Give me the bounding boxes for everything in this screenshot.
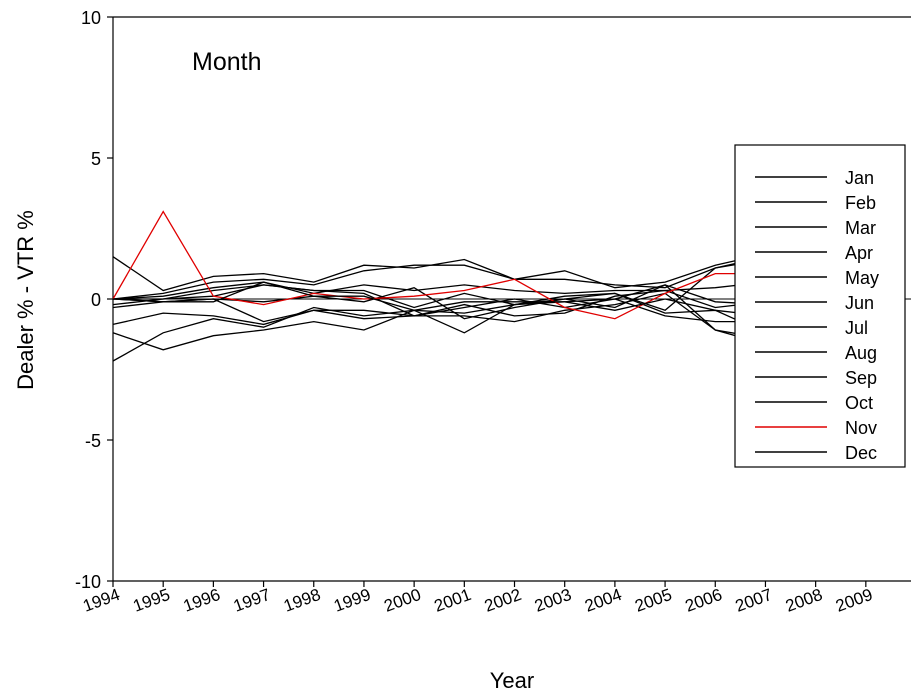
legend-label: Jul <box>845 318 868 338</box>
x-axis: 1994 1995 1996 1997 1998 1999 2000 2001 2002 2003… <box>80 581 875 616</box>
series-line-dec <box>112 281 766 317</box>
legend: Jan Feb Mar Apr May Jun Jul Aug Sep Oct Nov Dec <box>734 144 906 468</box>
series-line-nov <box>112 210 766 320</box>
legend-label: Aug <box>845 343 877 363</box>
y-tick-label: -5 <box>85 431 101 451</box>
x-tick-label: 2007 <box>733 585 775 616</box>
legend-label: Nov <box>845 418 877 438</box>
series-line-aug <box>112 286 766 334</box>
x-tick-label: 2001 <box>432 585 474 616</box>
legend-label: Apr <box>845 243 873 263</box>
legend-label: Dec <box>845 443 877 463</box>
series-line-oct <box>113 284 766 317</box>
y-tick-label: 10 <box>81 8 101 28</box>
x-tick-label: 2005 <box>632 585 674 616</box>
x-tick-label: 1996 <box>181 585 223 616</box>
x-tick-label: 1999 <box>331 585 373 616</box>
legend-label: Jan <box>845 168 874 188</box>
y-tick-label: -10 <box>75 572 101 592</box>
x-tick-label: 2003 <box>532 585 574 616</box>
x-tick-label: 1997 <box>231 585 273 616</box>
y-axis-label: Dealer % - VTR % <box>13 210 38 390</box>
x-axis-label: Year <box>490 668 534 693</box>
series-layer <box>112 210 766 362</box>
x-tick-label: 2008 <box>783 585 825 616</box>
x-tick-label: 2009 <box>833 585 875 616</box>
y-tick-label: 0 <box>91 290 101 310</box>
x-tick-label: 2004 <box>582 585 624 616</box>
legend-label: Oct <box>845 393 873 413</box>
x-tick-label: 2002 <box>482 585 524 616</box>
month-annotation: Month <box>192 48 261 76</box>
series-line-mar <box>112 281 766 300</box>
legend-label: May <box>845 268 879 288</box>
series-line-jan <box>112 253 766 292</box>
legend-label: Sep <box>845 368 877 388</box>
y-tick-label: 5 <box>91 149 101 169</box>
series-line-sep <box>112 292 766 340</box>
legend-box <box>734 144 906 468</box>
legend-label: Feb <box>845 193 876 213</box>
series-line-apr <box>112 258 766 312</box>
legend-label: Jun <box>845 293 874 313</box>
x-tick-label: 1998 <box>281 585 323 616</box>
x-tick-label: 2000 <box>381 585 423 616</box>
series-line-jul <box>112 284 766 351</box>
x-tick-label: 1995 <box>131 585 173 616</box>
x-tick-label: 2006 <box>683 585 725 616</box>
series-line-may <box>112 289 766 326</box>
legend-label: Mar <box>845 218 876 238</box>
y-axis: -10 -5 0 5 10 <box>75 8 113 592</box>
